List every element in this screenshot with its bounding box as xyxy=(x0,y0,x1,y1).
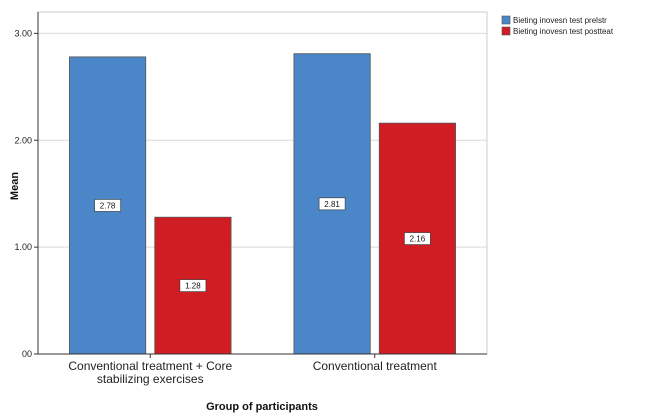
data-labels: 2.78 1.28 2.81 2.16 xyxy=(94,197,431,292)
x-axis-categories: Conventional treatment + Corestabilizing… xyxy=(68,354,437,386)
x-axis-title: Group of participants xyxy=(206,401,318,413)
legend-label: Bieting inovesn test postteat xyxy=(513,27,614,36)
data-label-box xyxy=(404,232,431,245)
y-tick-label: 1.00 xyxy=(14,242,32,252)
data-label-box xyxy=(318,197,346,211)
x-category-label: stabilizing exercises xyxy=(97,372,204,386)
legend-label: Bieting inovesn test prelstr xyxy=(513,16,607,25)
data-label: 2.16 xyxy=(410,235,426,244)
y-tick-label: 00 xyxy=(22,349,32,359)
legend-swatch-0 xyxy=(501,15,511,25)
data-label-box xyxy=(179,279,207,292)
data-label: 2.78 xyxy=(100,201,116,210)
legend: Bieting inovesn test prelstr Bieting inov… xyxy=(501,15,614,36)
y-tick-label: 3.00 xyxy=(14,28,32,38)
y-axis-ticks: 00 1.00 2.00 3.00 xyxy=(14,28,38,359)
data-label: 1.28 xyxy=(185,282,201,291)
y-axis-title: Mean xyxy=(9,172,21,200)
x-category-label: Conventional treatment xyxy=(313,359,438,373)
x-category-label: Conventional treatment + Core xyxy=(68,359,232,373)
y-tick-label: 2.00 xyxy=(14,135,32,145)
data-label: 2.81 xyxy=(324,200,340,209)
data-label-box xyxy=(94,199,121,212)
legend-swatch-1 xyxy=(501,26,511,36)
